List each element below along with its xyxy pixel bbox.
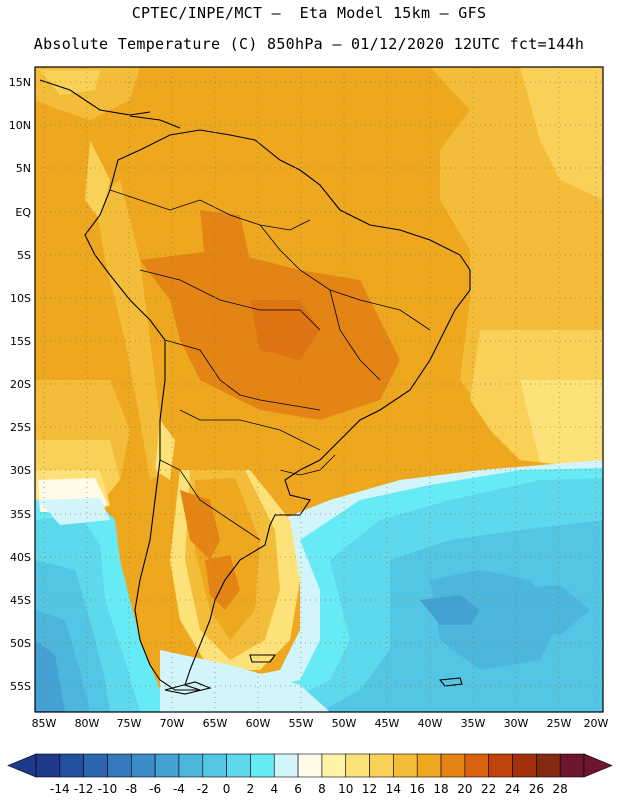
colorbar-label: 22 [481, 782, 496, 796]
colorbar-label: -4 [173, 782, 185, 796]
colorbar-swatch [202, 753, 227, 778]
colorbar-label: 20 [457, 782, 472, 796]
colorbar-swatch [464, 753, 489, 778]
colorbar-swatch [59, 753, 84, 778]
colorbar-swatch [273, 753, 299, 778]
lon-label: 60W [246, 717, 271, 730]
colorbar-swatch [536, 753, 561, 778]
lat-label: 55S [10, 680, 31, 693]
temperature-field [35, 67, 603, 712]
lat-label: 50S [10, 637, 31, 650]
colorbar-swatch [226, 753, 251, 778]
coastline [39, 79, 471, 695]
lon-label: 40W [418, 717, 443, 730]
colorbar-swatch [178, 753, 204, 778]
longitude-axis: 85W 80W 75W 70W 65W 60W 55W 50W 45W 40W … [32, 717, 609, 730]
lat-label: 10S [10, 292, 31, 305]
colorbar-arrow-high [583, 753, 613, 778]
colorbar-arrow-low [7, 753, 37, 778]
lon-label: 55W [289, 717, 314, 730]
lat-label: 10N [9, 119, 31, 132]
colorbar-label: -6 [149, 782, 161, 796]
colorbar-swatch [512, 753, 537, 778]
colorbar-label: 24 [505, 782, 520, 796]
lon-label: 25W [547, 717, 572, 730]
map-subtitle: Absolute Temperature (C) 850hPa – 01/12/… [33, 35, 585, 53]
colorbar-swatch [83, 753, 108, 778]
colorbar-label: 14 [386, 782, 401, 796]
colorbar-label: 4 [270, 782, 278, 796]
lon-label: 30W [504, 717, 529, 730]
lat-label: 45S [10, 594, 31, 607]
lon-label: 85W [32, 717, 57, 730]
colorbar-label: 10 [338, 782, 353, 796]
lat-label: 35S [10, 508, 31, 521]
lon-label: 45W [375, 717, 400, 730]
colorbar-label: -10 [98, 782, 118, 796]
colorbar-swatch [321, 753, 347, 778]
colorbar-label: -2 [197, 782, 209, 796]
colorbar-label: 18 [433, 782, 448, 796]
map-title: CPTEC/INPE/MCT – Eta Model 15km – GFS [131, 4, 487, 22]
colorbar-swatch [35, 753, 61, 778]
colorbar-label: -8 [125, 782, 137, 796]
lat-label: 25S [10, 421, 31, 434]
lat-label: 15N [9, 76, 31, 89]
lon-label: 20W [584, 717, 609, 730]
colorbar-swatch [345, 753, 370, 778]
colorbar-label: -12 [74, 782, 94, 796]
colorbar-label: 2 [247, 782, 255, 796]
lat-label: 5N [16, 162, 31, 175]
colorbar-swatch [107, 753, 132, 778]
lat-label: 40S [10, 551, 31, 564]
colorbar-label: -14 [50, 782, 70, 796]
lon-label: 50W [332, 717, 357, 730]
colorbar-swatch [488, 753, 513, 778]
colorbar-swatch [393, 753, 418, 778]
lon-label: 70W [160, 717, 185, 730]
lon-label: 80W [75, 717, 100, 730]
lat-label: 20S [10, 378, 31, 391]
colorbar-swatch [250, 753, 275, 778]
colorbar-label: 8 [318, 782, 326, 796]
lon-label: 75W [117, 717, 142, 730]
colorbar-swatch [131, 753, 156, 778]
colorbar-swatch [369, 753, 394, 778]
lat-label: 5S [17, 249, 31, 262]
lat-label: 15S [10, 335, 31, 348]
colorbar-label: 28 [553, 782, 568, 796]
lon-label: 35W [461, 717, 486, 730]
latitude-axis: 15N 10N 5N EQ 5S 10S 15S 20S 25S 30S 35S… [9, 76, 32, 693]
map-frame [34, 66, 604, 713]
colorbar-swatch [559, 753, 585, 778]
colorbar-label: 6 [294, 782, 302, 796]
colorbar: -14 -12 -10 -8 -6 -4 -2 0 2 4 6 8 10 12 14 16 18 20 22 24 26… [7, 753, 613, 796]
lon-label: 65W [203, 717, 228, 730]
colorbar-swatch [440, 753, 466, 778]
lat-label: 30S [10, 464, 31, 477]
colorbar-label: 12 [362, 782, 377, 796]
colorbar-label: 26 [529, 782, 544, 796]
colorbar-swatch [154, 753, 180, 778]
lat-label: EQ [15, 206, 31, 219]
colorbar-swatch [297, 753, 323, 778]
colorbar-swatch [416, 753, 442, 778]
colorbar-label: 16 [410, 782, 425, 796]
colorbar-label: 0 [223, 782, 231, 796]
